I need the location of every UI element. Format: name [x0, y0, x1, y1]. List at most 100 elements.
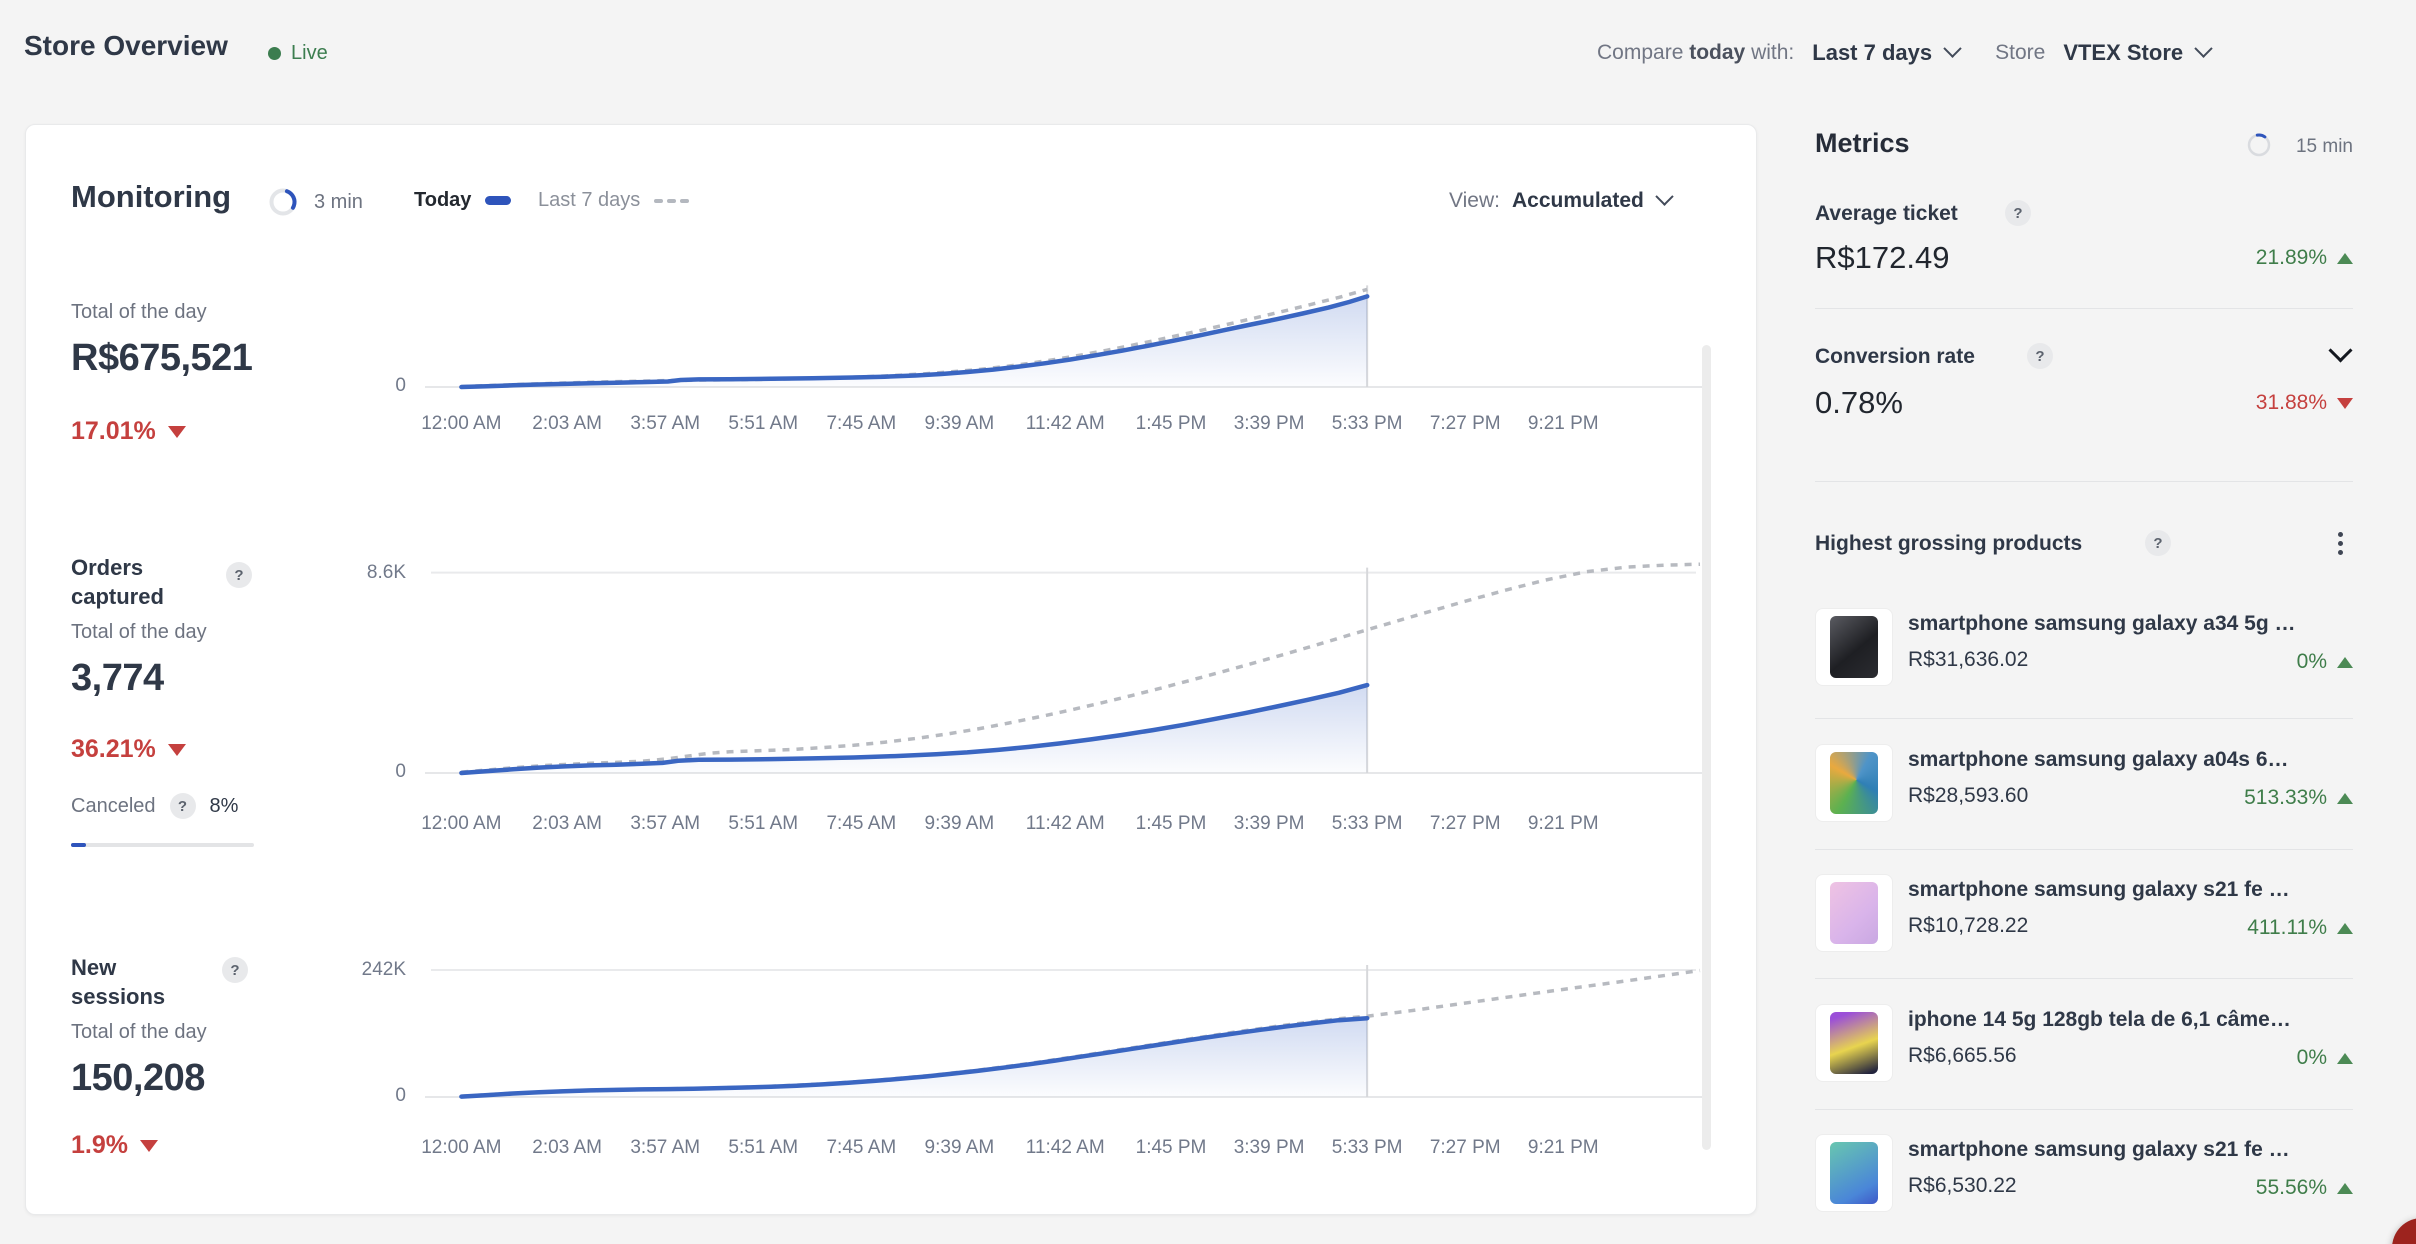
y-axis-label: 0 [395, 375, 406, 396]
x-axis-label: 7:27 PM [1429, 1137, 1501, 1158]
product-change: 55.56% [2256, 1176, 2353, 1200]
sessions-help-icon[interactable]: ? [222, 957, 248, 983]
refresh-spinner-icon [269, 188, 297, 216]
arrow-down-icon [167, 743, 186, 756]
arrow-up-icon [2337, 656, 2353, 668]
orders-change: 36.21% [71, 735, 186, 764]
canceled-progress-bar [71, 843, 254, 847]
live-label: Live [291, 42, 328, 64]
live-badge: Live [268, 42, 328, 65]
x-axis-label: 12:00 AM [421, 1137, 502, 1158]
arrow-up-icon [2337, 922, 2353, 934]
divider [1815, 481, 2353, 482]
product-thumbnail [1815, 744, 1893, 822]
conversion-expand-chevron-icon[interactable] [2328, 338, 2353, 363]
product-thumbnail [1815, 1134, 1893, 1212]
y-axis-label: 0 [395, 1085, 406, 1106]
x-axis-label: 11:42 AM [1025, 413, 1105, 434]
monitoring-title: Monitoring [71, 179, 232, 214]
x-axis-label: 7:45 AM [826, 1137, 897, 1158]
arrow-up-icon [2337, 252, 2353, 264]
today-line-swatch-icon [485, 196, 512, 205]
canceled-help-icon[interactable]: ? [169, 793, 196, 819]
product-change-value: 0% [2296, 1046, 2327, 1069]
arrow-down-icon [167, 425, 186, 438]
average-ticket-value: R$172.49 [1815, 240, 1950, 275]
y-axis-label: 242K [361, 958, 406, 980]
x-axis-label: 12:00 AM [421, 813, 502, 834]
x-axis-label: 2:03 AM [532, 1137, 603, 1158]
sessions-change: 1.9% [71, 1131, 158, 1160]
average-ticket-label: Average ticket [1815, 202, 1958, 225]
arrow-up-icon [2337, 1052, 2353, 1064]
live-dot-icon [268, 47, 281, 60]
sessions-total-label: Total of the day [71, 1021, 207, 1043]
revenue-chart [425, 269, 1704, 390]
kebab-menu-icon[interactable] [2336, 530, 2345, 557]
legend-compare-label: Last 7 days [538, 189, 641, 211]
canceled-progress-fill [71, 843, 86, 847]
legend-today[interactable]: Today [414, 189, 512, 212]
revenue-change-value: 17.01% [71, 417, 156, 445]
product-thumbnail [1815, 874, 1893, 952]
product-thumbnail [1815, 1004, 1893, 1082]
topbar-controls: Compare today with: Last 7 days Store VT… [1597, 38, 2213, 66]
product-revenue: R$28,593.60 [1908, 784, 2029, 807]
conversion-rate-value: 0.78% [1815, 385, 1903, 420]
card-scrollbar-thumb[interactable] [1702, 345, 1711, 1150]
orders-chart [425, 557, 1704, 776]
product-name: smartphone samsung galaxy a34 5g … [1908, 612, 2296, 635]
sessions-title: New sessions [71, 955, 166, 1009]
product-change: 0% [2297, 1046, 2353, 1070]
x-axis-label: 3:39 PM [1233, 813, 1305, 834]
highest-grossing-title: Highest grossing products [1815, 532, 2083, 555]
x-axis-label: 5:51 AM [728, 1137, 799, 1158]
compare-period-value: Last 7 days [1812, 40, 1933, 65]
store-value: VTEX Store [2063, 40, 2184, 65]
conversion-rate-change: 31.88% [2256, 391, 2353, 415]
average-ticket-change: 21.89% [2256, 246, 2353, 270]
help-floating-button[interactable] [2392, 1218, 2416, 1244]
orders-help-icon[interactable]: ? [226, 562, 252, 588]
product-image [1830, 616, 1878, 678]
orders-change-value: 36.21% [71, 735, 156, 763]
x-axis-label: 5:51 AM [728, 413, 799, 434]
sessions-change-value: 1.9% [71, 1131, 128, 1159]
y-axis-label: 0 [395, 761, 406, 782]
view-value: Accumulated [1511, 189, 1644, 212]
x-axis-label: 9:39 AM [924, 413, 995, 434]
view-label: View: [1449, 189, 1500, 212]
x-axis-label: 7:45 AM [826, 813, 897, 834]
compare-today-with-label: Compare today with: [1597, 41, 1794, 65]
revenue-value: R$675,521 [71, 337, 253, 379]
conversion-rate-help-icon[interactable]: ? [2027, 343, 2053, 369]
conversion-rate-change-value: 31.88% [2255, 391, 2327, 414]
product-revenue: R$10,728.22 [1908, 914, 2029, 937]
monitoring-card: Monitoring 3 min Today Last 7 days View:… [25, 124, 1757, 1215]
legend-last-7-days[interactable]: Last 7 days [538, 189, 690, 212]
product-revenue: R$31,636.02 [1908, 648, 2029, 671]
x-axis-label: 7:45 AM [826, 413, 897, 434]
product-change-value: 0% [2296, 650, 2327, 673]
x-axis-label: 3:39 PM [1233, 1137, 1305, 1158]
average-ticket-change-value: 21.89% [2255, 246, 2327, 269]
compare-period-dropdown[interactable]: Last 7 days [1812, 38, 1962, 66]
refresh-interval-label: 3 min [314, 191, 363, 213]
metrics-title: Metrics [1815, 128, 1910, 158]
y-axis-label: 8.6K [366, 561, 406, 583]
x-axis-label: 2:03 AM [532, 413, 603, 434]
product-name: smartphone samsung galaxy a04s 6… [1908, 748, 2289, 771]
highest-grossing-help-icon[interactable]: ? [2145, 530, 2171, 556]
divider [1815, 978, 2353, 979]
arrow-up-icon [2337, 792, 2353, 804]
product-change: 513.33% [2244, 786, 2353, 810]
refresh-timer-icon [2247, 133, 2271, 157]
x-axis-label: 7:27 PM [1429, 813, 1501, 834]
average-ticket-help-icon[interactable]: ? [2005, 200, 2031, 226]
product-image [1830, 752, 1878, 814]
conversion-rate-label: Conversion rate [1815, 345, 1975, 368]
x-axis-label: 5:33 PM [1331, 1137, 1403, 1158]
view-selector[interactable]: View: Accumulated [1449, 186, 1674, 213]
store-dropdown[interactable]: VTEX Store [2063, 38, 2213, 66]
